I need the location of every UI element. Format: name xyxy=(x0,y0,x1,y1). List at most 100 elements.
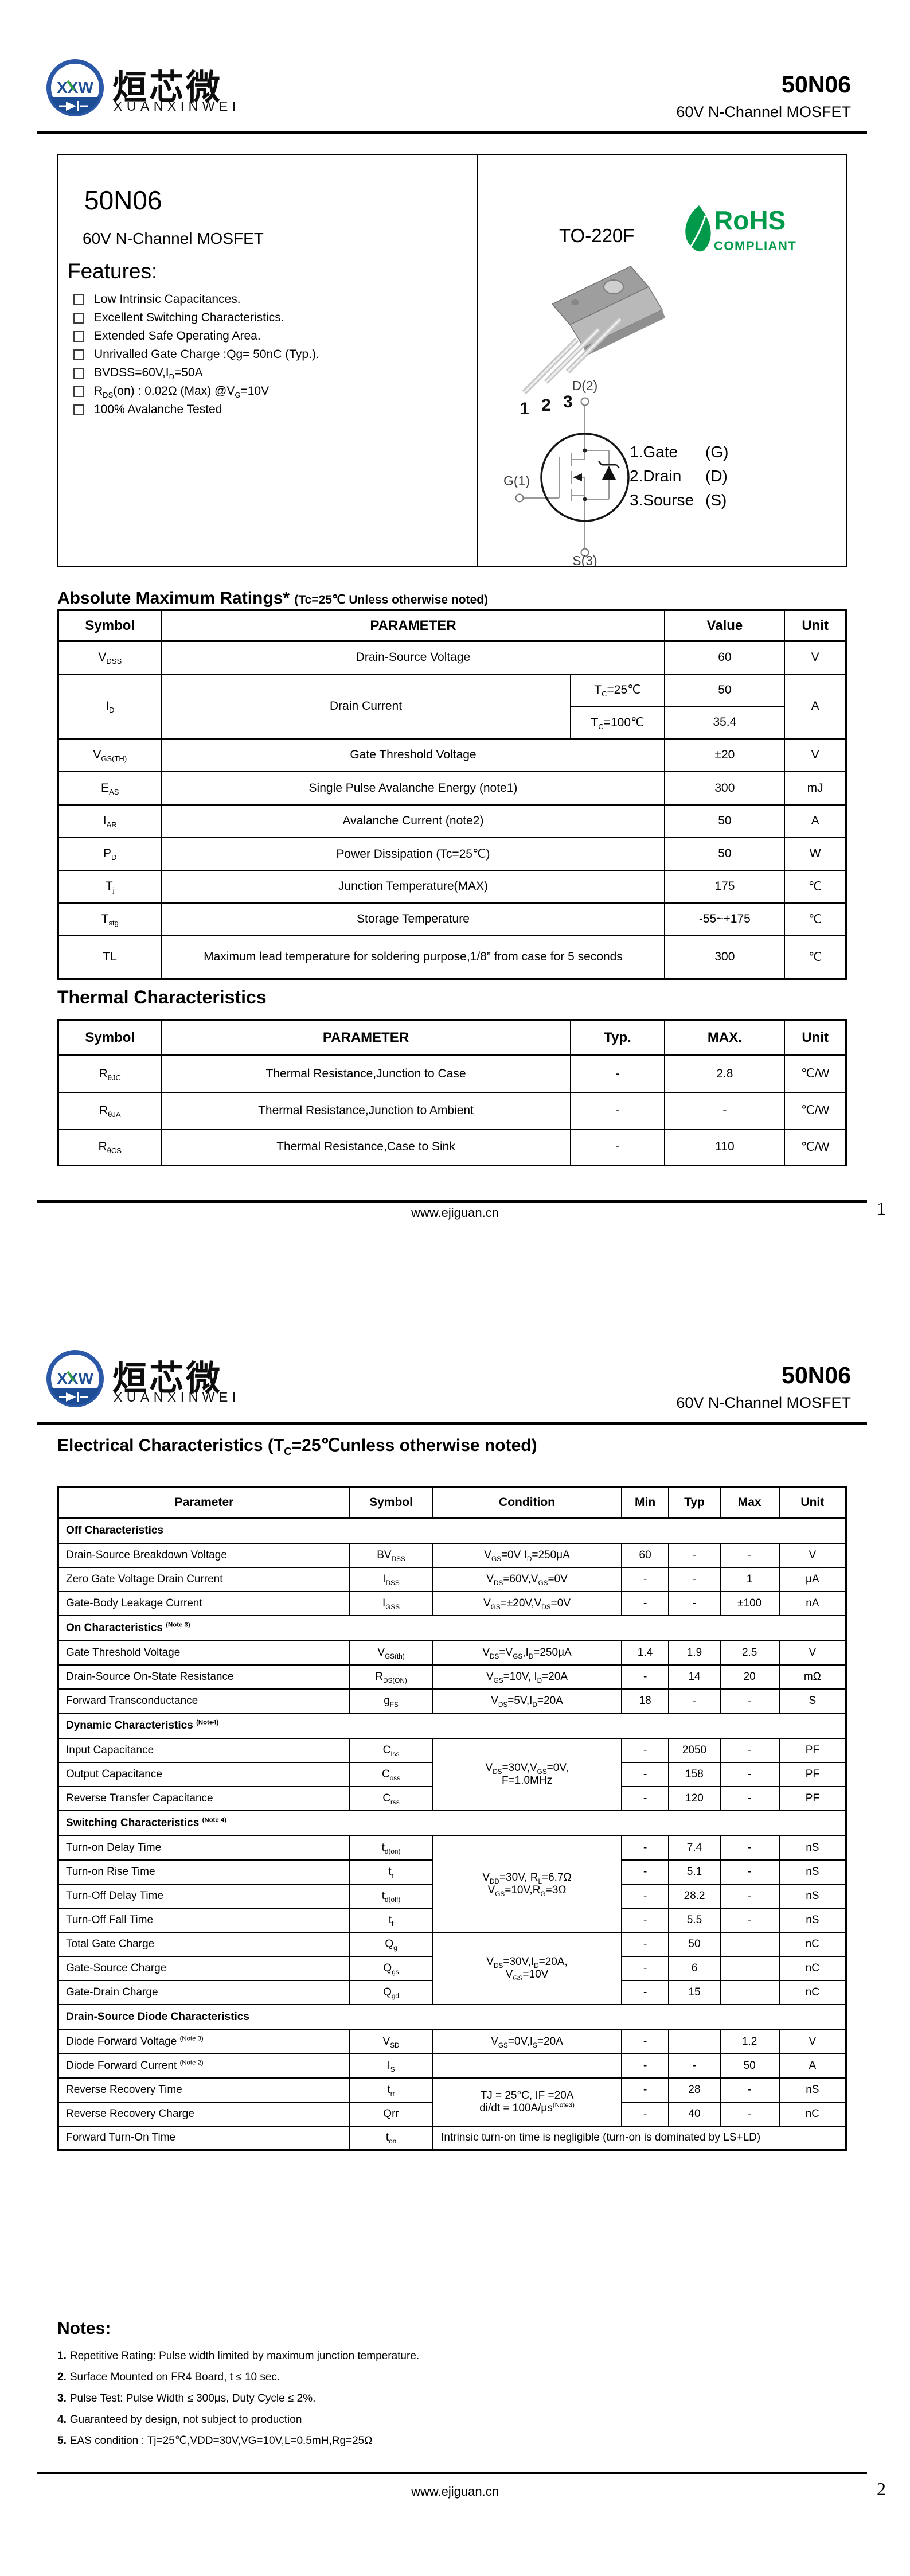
table-row: Diode Forward Current (Note 2) IS - -50 A xyxy=(57,2053,847,2079)
note-number: 3. xyxy=(57,2392,67,2404)
table-cell: Maximum lead temperature for soldering p… xyxy=(161,935,666,980)
table-cell: tf xyxy=(349,1907,433,1933)
rohs-compliant-text: COMPLIANT xyxy=(714,239,796,253)
table-cell: - xyxy=(719,2101,780,2127)
table-cell: Forward Turn-On Time xyxy=(57,2125,350,2151)
table-cell: 6 xyxy=(668,1955,721,1981)
table-row: EAS Single Pulse Avalanche Energy (note1)… xyxy=(57,771,847,806)
table-cell: - xyxy=(719,2077,780,2103)
package-bottom-edge xyxy=(584,310,665,356)
footer-url-p1: www.ejiguan.cn xyxy=(411,1205,499,1220)
table-cell: Power Dissipation (Tc=25℃) xyxy=(161,836,666,871)
checkbox-icon xyxy=(73,330,84,342)
table-row: IAR Avalanche Current (note2) 50 A xyxy=(57,804,847,838)
table-cell: 175 xyxy=(664,869,786,904)
feature-text: Low Intrinsic Capacitances. xyxy=(94,293,241,306)
table-row: VDSS Drain-Source Voltage 60 V xyxy=(57,640,847,675)
drain-label: D(2) xyxy=(572,378,598,393)
brand-name-chinese: 烜芯微 xyxy=(112,1359,222,1398)
table-header-cell: Min xyxy=(620,1486,670,1519)
company-logo-icon: XXW xyxy=(46,59,104,116)
box-divider xyxy=(477,155,478,566)
table-cell: - xyxy=(620,1737,670,1763)
table-row: Turn-on Rise Time tr -5.1- nS xyxy=(57,1859,847,1885)
box-subtitle: 60V N-Channel MOSFET xyxy=(83,229,264,247)
table-header-cell: MAX. xyxy=(664,1019,786,1056)
table-cell: ℃/W xyxy=(784,1091,847,1130)
section-row: Drain-Source Diode Characteristics xyxy=(57,2003,847,2030)
table-cell: Gate-Drain Charge xyxy=(57,1979,350,2005)
note-line: 3. Pulse Test: Pulse Width ≤ 300μs, Duty … xyxy=(57,2388,745,2409)
table-row: ID Drain Current TC=25℃ 50 A xyxy=(57,673,847,740)
table-row: Gate-Drain Charge Qgd -15 nC xyxy=(57,1979,847,2005)
section-header-cell: Drain-Source Diode Characteristics xyxy=(57,2003,847,2030)
logo-green-accent xyxy=(67,80,75,91)
table-cell: Forward Transconductance xyxy=(57,1688,350,1714)
pin-legend: 1.Gate (G) 2.Drain (D) 3.Sourse (S) xyxy=(630,443,728,515)
feature-item: Low Intrinsic Capacitances. xyxy=(73,290,406,309)
mounting-hole xyxy=(603,279,624,294)
table-cell: Input Capacitance xyxy=(57,1737,350,1763)
table-cell: 158 xyxy=(668,1761,721,1787)
table-cell: TJ = 25°C, IF =20A di/dt = 100A/μs(Note3) xyxy=(432,2077,622,2127)
table-cell: nS xyxy=(778,2077,847,2103)
table-cell: ℃/W xyxy=(784,1054,847,1093)
table-row: VGS(TH) Gate Threshold Voltage ±20 V xyxy=(57,738,847,772)
rohs-text: RoHS xyxy=(714,205,786,235)
table-cell: - xyxy=(620,2053,670,2079)
table-cell: - xyxy=(620,1907,670,1933)
source-label: S(3) xyxy=(572,553,597,566)
table-cell: 28 xyxy=(668,2077,721,2103)
table-cell xyxy=(668,2029,721,2054)
table-cell: - xyxy=(620,1931,670,1957)
table-cell: TL xyxy=(57,935,162,980)
table-cell: Intrinsic turn-on time is negligible (tu… xyxy=(432,2125,847,2151)
table-cell: - xyxy=(668,1688,721,1714)
checkbox-icon xyxy=(73,404,84,415)
table-cell: Reverse Transfer Capacitance xyxy=(57,1785,350,1811)
note-line: 2. Surface Mounted on FR4 Board, t ≤ 10 s… xyxy=(57,2367,745,2388)
table-row: Turn-on Delay Time td(on) VDD=30V, RL=6.7Ω… xyxy=(57,1835,847,1933)
table-header-cell: Unit xyxy=(778,1486,847,1519)
table-cell: PF xyxy=(778,1785,847,1811)
table-cell: nS xyxy=(778,1835,847,1861)
section-row: Dynamic Characteristics (Note4) xyxy=(57,1712,847,1739)
table-cell: VGS(TH) xyxy=(57,738,162,772)
table-cell: ±100 xyxy=(719,1590,780,1616)
table-cell: Crss xyxy=(349,1785,433,1811)
pin-legend-name: 3.Sourse xyxy=(630,491,694,509)
table-cell: V xyxy=(778,1640,847,1666)
table-cell: Turn-on Rise Time xyxy=(57,1859,350,1885)
table-cell: TC=25℃ xyxy=(569,673,666,707)
table-cell: 20 xyxy=(719,1664,780,1690)
feature-text: Excellent Switching Characteristics. xyxy=(94,311,284,324)
header-part-number: 50N06 xyxy=(782,71,851,98)
table-row: Reverse Transfer Capacitance Crss -120- PF xyxy=(57,1785,847,1811)
feature-item: BVDSS=60V,ID=50A xyxy=(73,364,406,382)
table-cell: - xyxy=(664,1091,786,1130)
box-part-number: 50N06 xyxy=(84,185,162,215)
table-cell xyxy=(719,1955,780,1981)
table-header-cell: Value xyxy=(664,609,786,642)
table-cell: 120 xyxy=(668,1785,721,1811)
schematic-wires xyxy=(524,406,610,549)
table-cell: Qgs xyxy=(349,1955,433,1981)
header-part-number: 50N06 xyxy=(782,1362,851,1388)
table-cell: Storage Temperature xyxy=(161,902,666,936)
table-cell: - xyxy=(668,2053,721,2079)
table-row: Drain-Source Breakdown Voltage BVDSS VGS=0… xyxy=(57,1542,847,1568)
note-line: 1. Repetitive Rating: Pulse width limited… xyxy=(57,2345,745,2367)
feature-item: Unrivalled Gate Charge :Qg= 50nC (Typ.). xyxy=(73,345,406,364)
table-cell: VDS=30V,ID=20A, VGS=10V xyxy=(432,1931,622,2005)
table-cell: W xyxy=(784,836,847,871)
table-row: Input Capacitance CIss VDS=30V,VGS=0V, F=1.… xyxy=(57,1737,847,1811)
table-cell: RθJA xyxy=(57,1091,162,1130)
table-cell: Turn-on Delay Time xyxy=(57,1835,350,1861)
table-row: Diode Forward Voltage (Note 3) VSD VGS=0V,… xyxy=(57,2029,847,2054)
logo-letters: XXW xyxy=(57,79,93,96)
note-number: 4. xyxy=(57,2414,67,2426)
pin-legend-name: 2.Drain xyxy=(630,467,682,485)
elec-table: Parameter Symbol Condition Min Typ Max Unit Off… xyxy=(57,1486,847,2151)
feature-item: RDS(on) : 0.02Ω (Max) @VG=10V xyxy=(73,382,406,400)
table-cell: nA xyxy=(778,1590,847,1616)
